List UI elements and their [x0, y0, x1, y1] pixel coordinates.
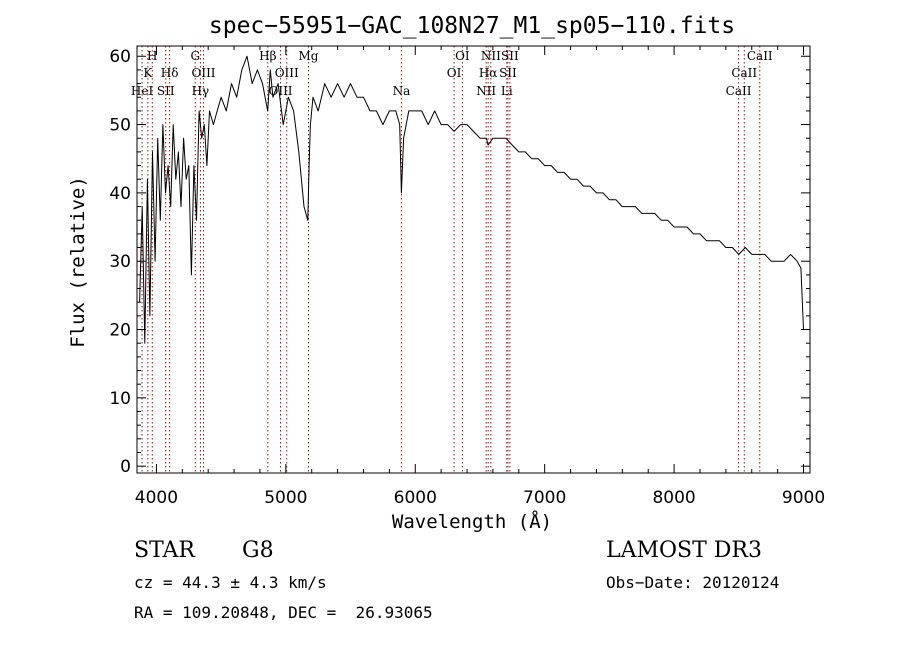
- line-label: Li: [501, 84, 513, 98]
- observation-date: Obs−Date: 20120124: [606, 573, 780, 592]
- y-axis-label: Flux (relative): [67, 176, 89, 348]
- spectral-line-labels: HeIKHSIIHδGHγOIIIHβOIIIOIIIMgNaOIOINIIHα…: [131, 49, 773, 98]
- line-label: OI: [455, 49, 470, 63]
- line-label: CaII: [731, 66, 757, 80]
- spectrum-line: [139, 55, 804, 344]
- y-tick-label: 0: [120, 457, 131, 477]
- line-label: OIII: [191, 66, 215, 80]
- x-tick-label: 9000: [782, 488, 825, 508]
- line-label: K: [143, 66, 153, 80]
- y-tick-label: 40: [109, 184, 131, 204]
- line-label: Hβ: [259, 49, 276, 63]
- coordinates: RA = 109.20848, DEC = 26.93065: [134, 603, 433, 622]
- redshift-velocity: cz = 44.3 ± 4.3 km/s: [134, 573, 327, 592]
- x-axis: 4000 5000 6000 7000 8000 9000: [135, 46, 825, 508]
- chart-title: spec−55951−GAC_108N27_M1_sp05−110.fits: [209, 13, 735, 39]
- line-label: H: [147, 49, 157, 63]
- x-tick-label: 6000: [394, 488, 437, 508]
- line-label: OI: [447, 66, 462, 80]
- y-tick-label: 10: [109, 389, 131, 409]
- line-label: CaII: [747, 49, 773, 63]
- line-label: Hα: [479, 66, 498, 80]
- line-label: Hγ: [192, 84, 210, 98]
- y-tick-label: 60: [109, 47, 131, 67]
- y-axis: 0 10 20 30 40 50 60: [109, 47, 810, 477]
- line-label: Na: [393, 84, 411, 98]
- y-tick-label: 20: [109, 321, 131, 341]
- spectral-subclass: G8: [242, 538, 274, 563]
- x-tick-label: 4000: [135, 488, 178, 508]
- line-label: NII: [476, 84, 496, 98]
- x-tick-label: 7000: [523, 488, 566, 508]
- object-class: STAR: [134, 538, 195, 563]
- line-label: SII: [157, 84, 175, 98]
- line-label: SII: [499, 66, 517, 80]
- x-tick-label: 8000: [652, 488, 695, 508]
- series-group: [139, 55, 804, 344]
- plot-frame: [136, 45, 811, 474]
- line-label: OIII: [268, 84, 292, 98]
- y-tick-label: 50: [109, 116, 131, 136]
- line-label: SII: [501, 49, 519, 63]
- x-tick-label: 5000: [264, 488, 307, 508]
- survey-name: LAMOST DR3: [606, 538, 762, 563]
- line-label: HeI: [131, 84, 154, 98]
- line-label: NII: [481, 49, 501, 63]
- x-axis-label: Wavelength (Å): [392, 510, 552, 533]
- line-label: Hδ: [161, 66, 179, 80]
- line-label: OIII: [275, 66, 299, 80]
- line-label: Mg: [299, 49, 319, 63]
- line-label: G: [190, 49, 200, 63]
- spectral-line-markers: [141, 46, 761, 473]
- y-tick-label: 30: [109, 252, 131, 272]
- line-label: CaII: [726, 84, 752, 98]
